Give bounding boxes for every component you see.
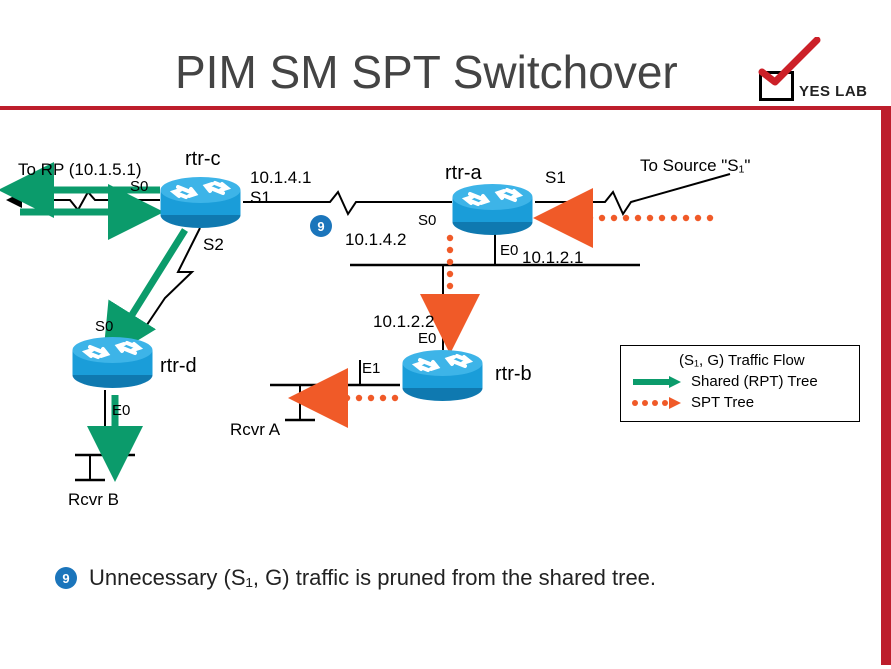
legend-spt-text: SPT Tree [691, 394, 754, 411]
label-rtr-d-s0: S0 [95, 318, 113, 335]
legend-shared-row: Shared (RPT) Tree [631, 373, 849, 390]
footer-step-number: 9 [62, 571, 69, 586]
label-rtr-b: rtr-b [495, 363, 532, 386]
label-rtr-c-s2: S2 [203, 235, 224, 255]
router-rtr-d [70, 335, 155, 390]
label-rtr-a-s1: S1 [545, 168, 566, 188]
legend-title: (S₁, G) Traffic Flow [679, 352, 849, 369]
label-ip-10141: 10.1.4.1 [250, 168, 311, 188]
label-rcvr-a: Rcvr A [230, 420, 280, 440]
footer-description: Unnecessary (S₁, G) traffic is pruned fr… [89, 565, 656, 591]
label-rtr-c-s1: S1 [250, 188, 271, 208]
label-ip-10121: 10.1.2.1 [522, 248, 583, 268]
label-rtr-b-e1: E1 [362, 360, 380, 377]
footer-step-text: 9 Unnecessary (S₁, G) traffic is pruned … [55, 565, 656, 591]
step-bullet-inline: 9 [310, 215, 332, 237]
label-rtr-a-e0: E0 [500, 242, 518, 259]
legend-orange-arrow-icon [631, 396, 681, 410]
logo-text: YES LAB [799, 83, 868, 100]
label-ip-10122: 10.1.2.2 [373, 312, 434, 332]
label-rtr-a: rtr-a [445, 162, 482, 185]
label-rtr-d-e0: E0 [112, 402, 130, 419]
label-to-rp: To RP (10.1.5.1) [18, 160, 141, 180]
router-rtr-b [400, 348, 485, 403]
label-rtr-c-s0: S0 [130, 178, 148, 195]
router-rtr-c [158, 175, 243, 230]
label-rtr-a-s0: S0 [418, 212, 436, 229]
legend-shared-text: Shared (RPT) Tree [691, 373, 818, 390]
router-rtr-a [450, 182, 535, 237]
legend-spt-row: SPT Tree [631, 394, 849, 411]
step-number-inline: 9 [317, 219, 324, 234]
title-bar: PIM SM SPT Switchover YES LAB [0, 15, 891, 110]
legend-box: (S₁, G) Traffic Flow Shared (RPT) Tree S… [620, 345, 860, 422]
label-rcvr-b: Rcvr B [68, 490, 119, 510]
page-title: PIM SM SPT Switchover [175, 45, 678, 99]
network-diagram: To RP (10.1.5.1) rtr-c S0 S1 10.1.4.1 S2… [0, 120, 891, 540]
label-rtr-b-e0: E0 [418, 330, 436, 347]
label-rtr-d: rtr-d [160, 355, 197, 378]
label-ip-10142: 10.1.4.2 [345, 230, 406, 250]
footer-step-bullet: 9 [55, 567, 77, 589]
yes-lab-logo: YES LAB [759, 55, 879, 105]
label-to-source: To Source "S₁" [640, 156, 750, 176]
label-rtr-c: rtr-c [185, 148, 221, 171]
legend-green-arrow-icon [631, 375, 681, 389]
